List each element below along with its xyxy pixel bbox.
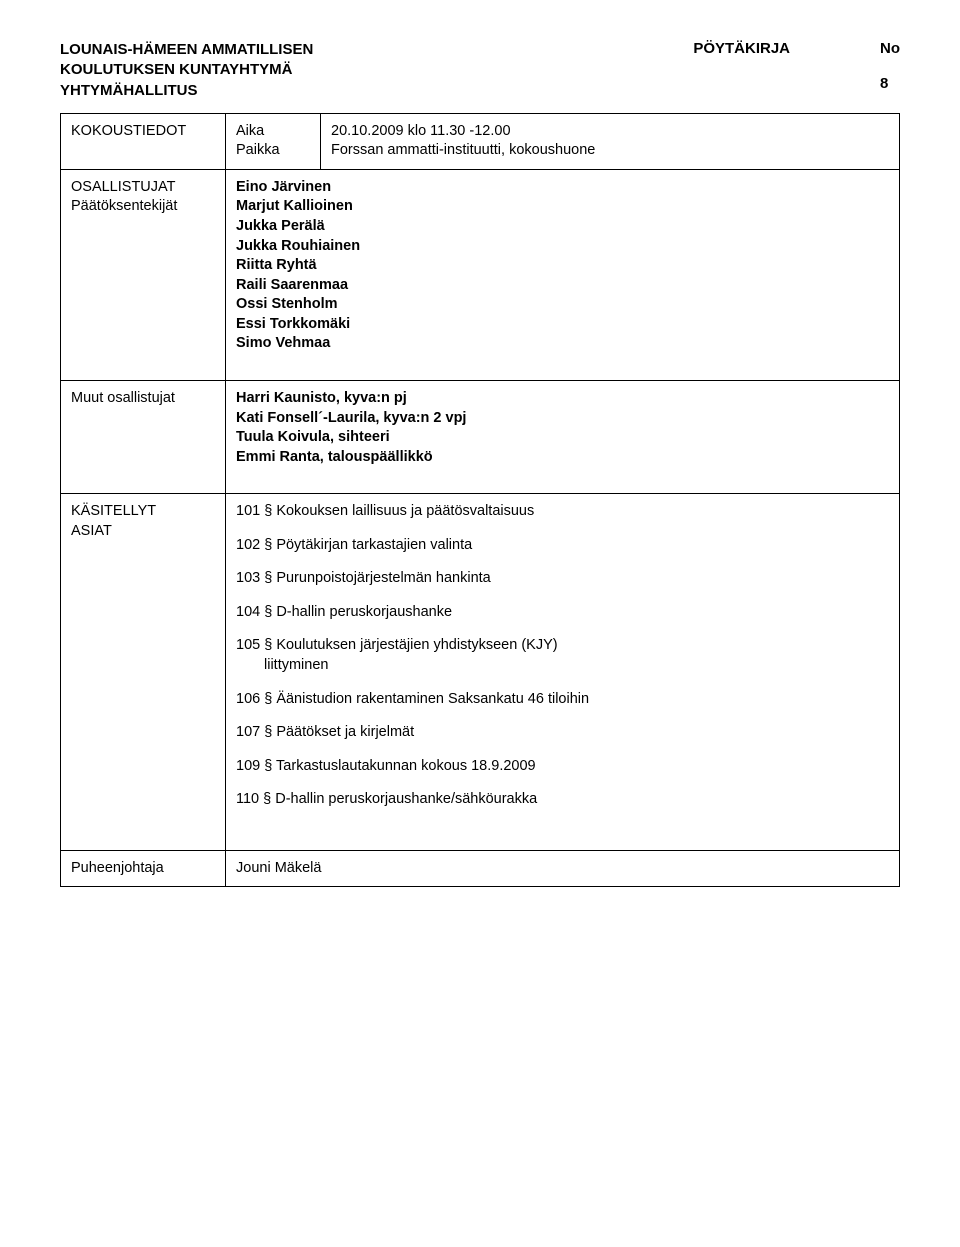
no-block: No 8 xyxy=(880,40,900,92)
doc-type: PÖYTÄKIRJA xyxy=(693,40,790,92)
kokoustiedot-label: KOKOUSTIEDOT xyxy=(61,113,226,169)
paikka-label: Paikka xyxy=(236,141,310,161)
org-line-2: KOULUTUKSEN KUNTAYHTYMÄ xyxy=(60,60,313,80)
row-pj: Puheenjohtaja Jouni Mäkelä xyxy=(61,850,900,887)
asiat-item: 103 § Purunpoistojärjestelmän hankinta xyxy=(236,569,889,589)
asiat-label-1: KÄSITELLYT xyxy=(71,502,215,522)
row-kokoustiedot: KOKOUSTIEDOT Aika Paikka 20.10.2009 klo … xyxy=(61,113,900,169)
aika-label: Aika xyxy=(236,122,310,142)
name-item: Marjut Kallioinen xyxy=(236,197,889,217)
org-line-3: YHTYMÄHALLITUS xyxy=(60,81,313,101)
asiat-item: 106 § Äänistudion rakentaminen Saksankat… xyxy=(236,690,889,710)
org-block: LOUNAIS-HÄMEEN AMMATILLISEN KOULUTUKSEN … xyxy=(60,40,313,101)
page: LOUNAIS-HÄMEEN AMMATILLISEN KOULUTUKSEN … xyxy=(0,0,960,1247)
asiat-item: 105 § Koulutuksen järjestäjien yhdistyks… xyxy=(236,636,889,675)
asiat-label: KÄSITELLYT ASIAT xyxy=(61,494,226,851)
muut-lines: Harri Kaunisto, kyva:n pj Kati Fonsell´-… xyxy=(236,389,889,467)
osallistujat-label-2: Päätöksentekijät xyxy=(71,197,215,217)
name-item: Simo Vehmaa xyxy=(236,334,889,354)
pj-label: Puheenjohtaja xyxy=(61,850,226,887)
asiat-item: 109 § Tarkastuslautakunnan kokous 18.9.2… xyxy=(236,757,889,777)
asiat-label-2: ASIAT xyxy=(71,522,215,542)
row-osallistujat: OSALLISTUJAT Päätöksentekijät Eino Järvi… xyxy=(61,169,900,380)
row-asiat: KÄSITELLYT ASIAT 101 § Kokouksen laillis… xyxy=(61,494,900,851)
osallistujat-label: OSALLISTUJAT Päätöksentekijät xyxy=(61,169,226,380)
name-item: Jukka Rouhiainen xyxy=(236,237,889,257)
kokoustiedot-sublabels: Aika Paikka xyxy=(226,113,321,169)
asiat-item-text: 105 § Koulutuksen järjestäjien yhdistyks… xyxy=(236,637,558,653)
muut-line: Harri Kaunisto, kyva:n pj xyxy=(236,389,889,409)
osallistujat-name-list: Eino Järvinen Marjut Kallioinen Jukka Pe… xyxy=(236,178,889,354)
muut-label: Muut osallistujat xyxy=(61,380,226,493)
asiat-item: 110 § D-hallin peruskorjaushanke/sähköur… xyxy=(236,790,889,810)
muut-line: Tuula Koivula, sihteeri xyxy=(236,428,889,448)
header-right: PÖYTÄKIRJA No 8 xyxy=(693,40,900,92)
muut-line: Kati Fonsell´-Laurila, kyva:n 2 vpj xyxy=(236,409,889,429)
asiat-values: 101 § Kokouksen laillisuus ja päätösvalt… xyxy=(226,494,900,851)
page-no: 8 xyxy=(880,75,900,92)
no-label: No xyxy=(880,40,900,57)
row-muut: Muut osallistujat Harri Kaunisto, kyva:n… xyxy=(61,380,900,493)
name-item: Eino Järvinen xyxy=(236,178,889,198)
kokoustiedot-values: 20.10.2009 klo 11.30 -12.00 Forssan amma… xyxy=(321,113,900,169)
header: LOUNAIS-HÄMEEN AMMATILLISEN KOULUTUKSEN … xyxy=(60,40,900,101)
osallistujat-names: Eino Järvinen Marjut Kallioinen Jukka Pe… xyxy=(226,169,900,380)
asiat-item-extra: liittyminen xyxy=(236,656,889,676)
name-item: Ossi Stenholm xyxy=(236,295,889,315)
main-table: KOKOUSTIEDOT Aika Paikka 20.10.2009 klo … xyxy=(60,113,900,888)
muut-values: Harri Kaunisto, kyva:n pj Kati Fonsell´-… xyxy=(226,380,900,493)
asiat-list: 101 § Kokouksen laillisuus ja päätösvalt… xyxy=(236,502,889,810)
asiat-item: 102 § Pöytäkirjan tarkastajien valinta xyxy=(236,536,889,556)
paikka-value: Forssan ammatti-instituutti, kokoushuone xyxy=(331,141,889,161)
pj-value: Jouni Mäkelä xyxy=(226,850,900,887)
name-item: Riitta Ryhtä xyxy=(236,256,889,276)
asiat-item: 107 § Päätökset ja kirjelmät xyxy=(236,723,889,743)
name-item: Essi Torkkomäki xyxy=(236,315,889,335)
name-item: Jukka Perälä xyxy=(236,217,889,237)
name-item: Raili Saarenmaa xyxy=(236,276,889,296)
aika-value: 20.10.2009 klo 11.30 -12.00 xyxy=(331,122,889,142)
org-line-1: LOUNAIS-HÄMEEN AMMATILLISEN xyxy=(60,40,313,60)
asiat-item: 101 § Kokouksen laillisuus ja päätösvalt… xyxy=(236,502,889,522)
asiat-item: 104 § D-hallin peruskorjaushanke xyxy=(236,603,889,623)
osallistujat-label-1: OSALLISTUJAT xyxy=(71,178,215,198)
muut-line: Emmi Ranta, talouspäällikkö xyxy=(236,448,889,468)
